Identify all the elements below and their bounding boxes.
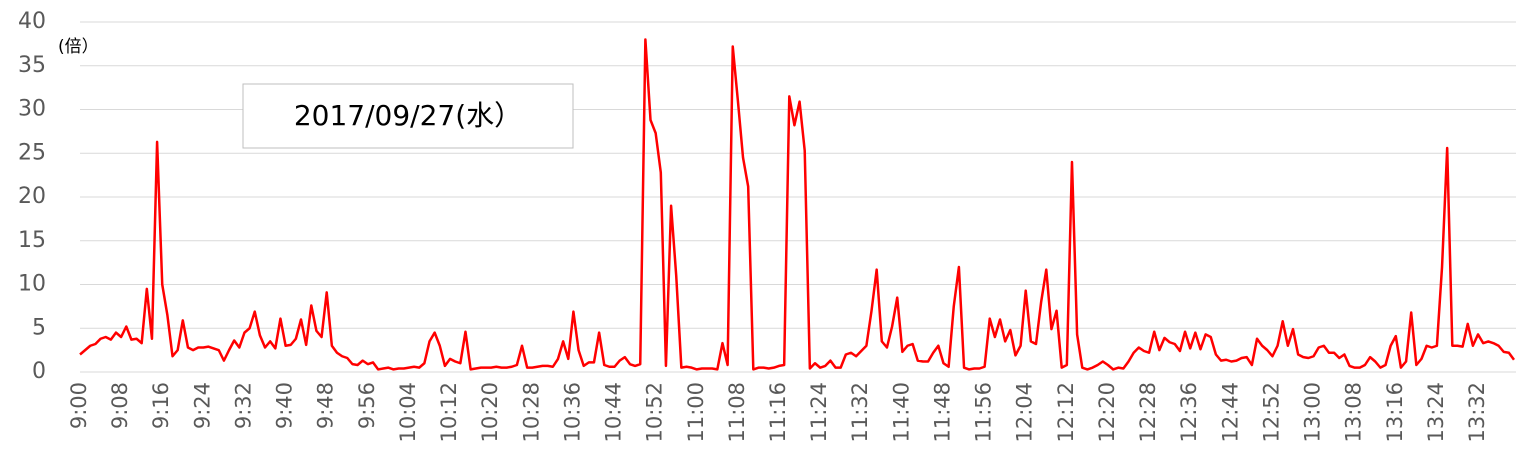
- x-tick-label: 12:36: [1177, 382, 1201, 443]
- x-tick-label: 10:04: [396, 382, 420, 443]
- x-tick-label: 13:24: [1424, 382, 1448, 443]
- y-tick-label: 25: [18, 140, 46, 165]
- x-tick-label: 9:16: [149, 382, 173, 429]
- y-tick-label: 20: [18, 184, 46, 209]
- x-tick-label: 11:32: [848, 382, 872, 443]
- y-tick-label: 10: [18, 272, 46, 297]
- x-tick-label: 13:16: [1383, 382, 1407, 443]
- y-tick-label: 5: [32, 315, 46, 340]
- x-tick-label: 11:08: [725, 382, 749, 443]
- x-tick-label: 10:28: [519, 382, 543, 443]
- x-tick-label: 9:48: [314, 382, 338, 429]
- unit-label: (倍）: [58, 37, 99, 57]
- y-tick-label: 15: [18, 228, 46, 253]
- annotation-box: [242, 83, 574, 149]
- y-tick-label: 40: [18, 9, 46, 34]
- x-tick-label: 12:04: [1013, 382, 1037, 443]
- x-tick-label: 11:56: [972, 382, 996, 443]
- x-tick-label: 10:20: [478, 382, 502, 443]
- x-tick-label: 11:48: [930, 382, 954, 443]
- data-line: [79, 38, 1516, 371]
- x-tick-label: 11:16: [766, 382, 790, 443]
- x-tick-label: 12:28: [1136, 382, 1160, 443]
- x-tick-label: 9:40: [273, 382, 297, 429]
- x-tick-label: 9:08: [108, 382, 132, 429]
- x-tick-label: 11:00: [684, 382, 708, 443]
- x-tick-label: 10:44: [602, 382, 626, 443]
- x-tick-label: 12:52: [1259, 382, 1283, 443]
- x-tick-label: 11:40: [889, 382, 913, 443]
- x-tick-label: 9:24: [190, 382, 214, 429]
- x-tick-label: 10:12: [437, 382, 461, 443]
- annotation: 2017/09/27(水）: [294, 99, 522, 132]
- y-tick-label: 0: [32, 359, 46, 384]
- y-tick-label: 30: [18, 97, 46, 122]
- x-tick-label: 11:24: [807, 382, 831, 443]
- x-tick-label: 12:12: [1054, 382, 1078, 443]
- x-tick-label: 12:44: [1218, 382, 1242, 443]
- x-tick-label: 12:20: [1095, 382, 1119, 443]
- x-tick-label: 9:00: [67, 382, 91, 429]
- y-tick-label: 35: [18, 53, 46, 78]
- x-tick-label: 13:00: [1301, 382, 1325, 443]
- x-tick-label: 9:32: [231, 382, 255, 429]
- x-tick-label: 13:08: [1342, 382, 1366, 443]
- x-tick-label: 10:36: [560, 382, 584, 443]
- x-tick-label: 10:52: [643, 382, 667, 443]
- x-tick-label: 13:32: [1465, 382, 1489, 443]
- x-tick-label: 9:56: [355, 382, 379, 429]
